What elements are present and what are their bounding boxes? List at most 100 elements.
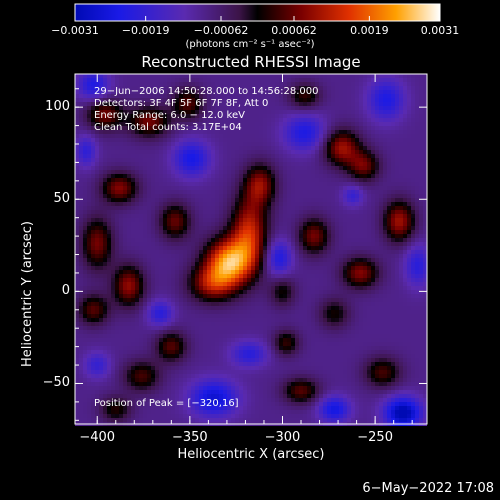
heatmap-cell — [371, 74, 375, 78]
heatmap-cell — [199, 174, 203, 178]
heatmap-cell — [351, 74, 355, 78]
heatmap-cell — [215, 250, 219, 254]
heatmap-cell — [379, 138, 383, 142]
heatmap-cell — [87, 234, 91, 238]
heatmap-cell — [95, 206, 99, 210]
heatmap-cell — [275, 194, 279, 198]
heatmap-cell — [75, 166, 79, 170]
heatmap-cell — [359, 234, 363, 238]
heatmap-cell — [115, 142, 119, 146]
heatmap-cell — [171, 134, 175, 138]
heatmap-cell — [115, 222, 119, 226]
heatmap-cell — [171, 158, 175, 162]
heatmap-cell — [335, 182, 339, 186]
heatmap-cell — [87, 242, 91, 246]
heatmap-cell — [191, 270, 195, 274]
heatmap-cell — [139, 170, 143, 174]
heatmap-cell — [207, 294, 211, 298]
heatmap-cell — [331, 190, 335, 194]
heatmap-cell — [183, 278, 187, 282]
heatmap-cell — [251, 74, 255, 78]
heatmap-cell — [319, 82, 323, 86]
heatmap-cell — [103, 94, 107, 98]
heatmap-cell — [83, 274, 87, 278]
heatmap-cell — [395, 206, 399, 210]
heatmap-cell — [207, 246, 211, 250]
heatmap-cell — [255, 266, 259, 270]
heatmap-cell — [387, 118, 391, 122]
heatmap-cell — [267, 146, 271, 150]
heatmap-cell — [227, 158, 231, 162]
heatmap-cell — [343, 278, 347, 282]
heatmap-cell — [271, 154, 275, 158]
heatmap-cell — [167, 194, 171, 198]
heatmap-cell — [167, 134, 171, 138]
heatmap-cell — [251, 190, 255, 194]
heatmap-cell — [159, 290, 163, 294]
heatmap-cell — [103, 158, 107, 162]
heatmap-cell — [315, 278, 319, 282]
heatmap-cell — [211, 94, 215, 98]
heatmap-cell — [159, 142, 163, 146]
heatmap-cell — [159, 194, 163, 198]
heatmap-cell — [371, 98, 375, 102]
heatmap-cell — [139, 178, 143, 182]
heatmap-cell — [255, 86, 259, 90]
heatmap-cell — [255, 174, 259, 178]
heatmap-cell — [411, 202, 415, 206]
heatmap-cell — [263, 110, 267, 114]
heatmap-cell — [135, 278, 139, 282]
heatmap-cell — [187, 150, 191, 154]
heatmap-cell — [343, 194, 347, 198]
heatmap-cell — [307, 274, 311, 278]
heatmap-cell — [339, 186, 343, 190]
heatmap-cell — [335, 118, 339, 122]
heatmap-cell — [407, 158, 411, 162]
heatmap-cell — [299, 286, 303, 290]
heatmap-cell — [395, 150, 399, 154]
heatmap-cell — [379, 110, 383, 114]
heatmap-cell — [111, 246, 115, 250]
heatmap-cell — [247, 194, 251, 198]
heatmap-cell — [271, 270, 275, 274]
heatmap-cell — [335, 106, 339, 110]
heatmap-cell — [351, 266, 355, 270]
heatmap-cell — [183, 182, 187, 186]
heatmap-cell — [151, 298, 155, 302]
heatmap-cell — [179, 282, 183, 286]
heatmap-cell — [367, 82, 371, 86]
heatmap-cell — [339, 90, 343, 94]
heatmap-cell — [115, 106, 119, 110]
heatmap-cell — [111, 230, 115, 234]
heatmap-cell — [219, 102, 223, 106]
heatmap-cell — [327, 134, 331, 138]
heatmap-cell — [219, 206, 223, 210]
heatmap-cell — [383, 274, 387, 278]
heatmap-cell — [287, 74, 291, 78]
heatmap-cell — [175, 234, 179, 238]
heatmap-cell — [287, 190, 291, 194]
heatmap-cell — [319, 134, 323, 138]
heatmap-cell — [87, 290, 91, 294]
heatmap-cell — [379, 170, 383, 174]
heatmap-cell — [87, 138, 91, 142]
heatmap-cell — [267, 106, 271, 110]
heatmap-cell — [259, 174, 263, 178]
heatmap-cell — [159, 250, 163, 254]
heatmap-cell — [195, 186, 199, 190]
heatmap-cell — [251, 102, 255, 106]
heatmap-cell — [407, 138, 411, 142]
heatmap-cell — [111, 86, 115, 90]
heatmap-cell — [251, 78, 255, 82]
heatmap-cell — [191, 190, 195, 194]
heatmap-cell — [107, 230, 111, 234]
heatmap-cell — [103, 198, 107, 202]
heatmap-cell — [399, 170, 403, 174]
heatmap-cell — [243, 98, 247, 102]
heatmap-cell — [275, 274, 279, 278]
heatmap-cell — [247, 250, 251, 254]
heatmap-cell — [251, 250, 255, 254]
heatmap-cell — [175, 214, 179, 218]
heatmap-cell — [419, 170, 423, 174]
heatmap-cell — [311, 190, 315, 194]
